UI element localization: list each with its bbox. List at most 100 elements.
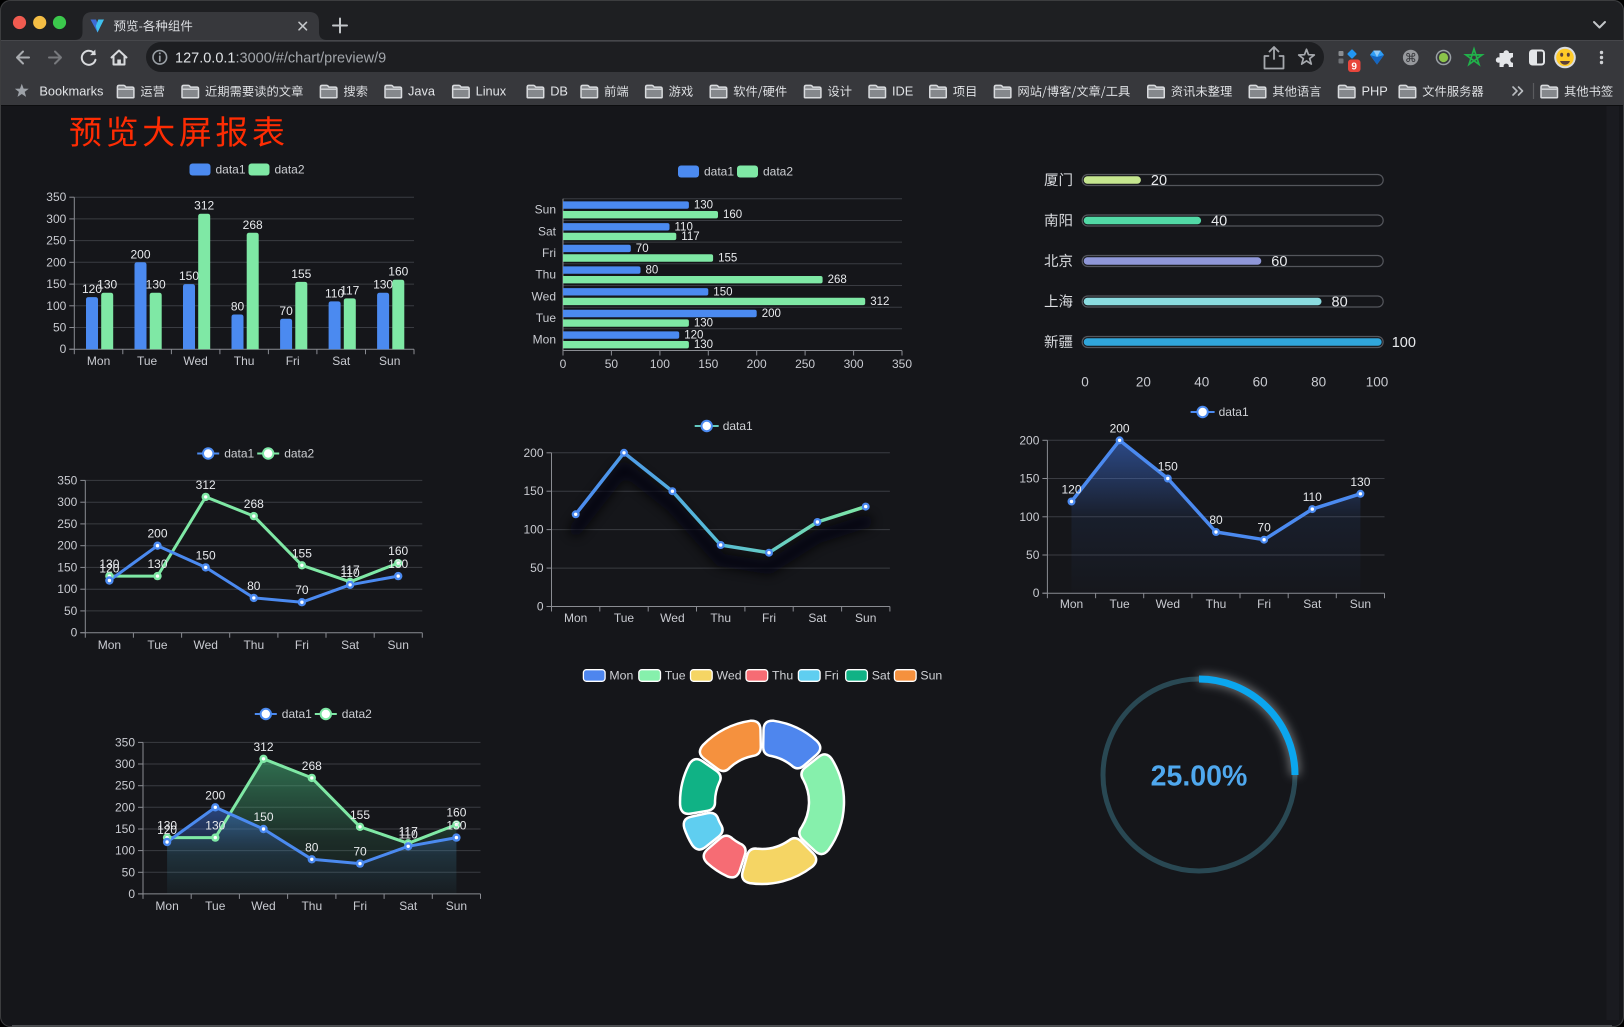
- svg-text:130: 130: [694, 318, 713, 330]
- svg-text:Thu: Thu: [1206, 597, 1227, 611]
- svg-text:0: 0: [71, 626, 78, 640]
- svg-text:200: 200: [1110, 421, 1130, 435]
- svg-text:300: 300: [844, 357, 864, 371]
- svg-text:0: 0: [128, 887, 135, 901]
- svg-text:130: 130: [97, 278, 117, 292]
- svg-text:Sun: Sun: [920, 669, 942, 683]
- svg-text:70: 70: [279, 304, 293, 318]
- svg-text:70: 70: [295, 583, 309, 597]
- svg-text:130: 130: [373, 278, 393, 292]
- svg-text:Fri: Fri: [353, 899, 367, 913]
- svg-text:150: 150: [1158, 460, 1178, 474]
- svg-text:0: 0: [537, 600, 544, 614]
- svg-text:data2: data2: [284, 447, 314, 461]
- svg-text:150: 150: [1019, 472, 1039, 486]
- svg-text:Fri: Fri: [286, 354, 300, 368]
- svg-text:350: 350: [57, 473, 77, 487]
- svg-text:130: 130: [205, 819, 225, 833]
- svg-text:80: 80: [1311, 375, 1326, 390]
- svg-text:110: 110: [325, 286, 344, 300]
- svg-text:130: 130: [388, 557, 408, 571]
- svg-text:DB: DB: [550, 84, 568, 99]
- svg-text:120: 120: [82, 282, 102, 296]
- svg-text:50: 50: [64, 604, 78, 618]
- svg-text:Linux: Linux: [476, 84, 507, 99]
- svg-text:200: 200: [205, 788, 225, 802]
- svg-text:110: 110: [1303, 490, 1322, 504]
- svg-text:0: 0: [1033, 586, 1040, 600]
- svg-text:Sun: Sun: [535, 203, 556, 217]
- svg-text:120: 120: [157, 823, 177, 837]
- svg-text:Thu: Thu: [535, 268, 556, 282]
- svg-text:160: 160: [446, 806, 466, 820]
- svg-text:Sat: Sat: [808, 611, 827, 625]
- svg-text:160: 160: [388, 544, 408, 558]
- svg-text:80: 80: [231, 300, 245, 314]
- svg-text:312: 312: [196, 478, 216, 492]
- svg-text:Tue: Tue: [1109, 597, 1130, 611]
- svg-text:Tue: Tue: [137, 354, 158, 368]
- svg-text:data1: data1: [723, 419, 753, 433]
- svg-text:Java: Java: [408, 84, 436, 99]
- svg-text:100: 100: [57, 582, 77, 596]
- svg-text:110: 110: [399, 827, 418, 841]
- svg-text:350: 350: [115, 735, 135, 749]
- svg-text:Sat: Sat: [399, 899, 418, 913]
- svg-text:250: 250: [46, 234, 66, 248]
- svg-text:data1: data1: [224, 447, 254, 461]
- svg-text:Wed: Wed: [532, 289, 556, 303]
- svg-text:Mon: Mon: [609, 669, 633, 683]
- svg-text:117: 117: [340, 283, 359, 297]
- svg-text:data1: data1: [1219, 405, 1249, 419]
- svg-text:268: 268: [302, 759, 322, 773]
- svg-text:Tue: Tue: [536, 311, 557, 325]
- svg-text:data1: data1: [216, 163, 246, 177]
- svg-text:70: 70: [353, 845, 367, 859]
- svg-text:200: 200: [130, 247, 150, 261]
- svg-text:80: 80: [247, 579, 261, 593]
- svg-text:Thu: Thu: [710, 611, 731, 625]
- svg-text:70: 70: [636, 243, 649, 255]
- svg-text:150: 150: [196, 548, 216, 562]
- svg-text:Tue: Tue: [665, 669, 686, 683]
- svg-text:200: 200: [147, 527, 167, 541]
- svg-text:150: 150: [57, 560, 77, 574]
- svg-text:130: 130: [1350, 475, 1370, 489]
- svg-text:data1: data1: [282, 707, 312, 721]
- svg-text:Sat: Sat: [872, 669, 891, 683]
- svg-text:155: 155: [350, 808, 370, 822]
- svg-text:100: 100: [1366, 375, 1389, 390]
- svg-text:300: 300: [57, 495, 77, 509]
- svg-text:100: 100: [1392, 335, 1416, 351]
- svg-text:150: 150: [713, 286, 732, 298]
- svg-text:Mon: Mon: [1060, 597, 1083, 611]
- svg-text:Thu: Thu: [234, 354, 255, 368]
- svg-text:200: 200: [46, 255, 66, 269]
- svg-text:127.0.0.1:3000/#/chart/preview: 127.0.0.1:3000/#/chart/preview/9: [175, 50, 386, 66]
- svg-text:50: 50: [122, 865, 136, 879]
- svg-text:Sun: Sun: [855, 611, 876, 625]
- svg-text:80: 80: [1332, 295, 1348, 311]
- svg-text:268: 268: [828, 274, 847, 286]
- svg-text:Sun: Sun: [1350, 597, 1371, 611]
- svg-text:150: 150: [523, 484, 543, 498]
- svg-text:Fri: Fri: [824, 669, 838, 683]
- svg-text:50: 50: [53, 321, 67, 335]
- svg-text:Mon: Mon: [98, 638, 121, 652]
- svg-text:Sat: Sat: [341, 638, 360, 652]
- svg-text:150: 150: [179, 269, 199, 283]
- svg-text:Wed: Wed: [717, 669, 742, 683]
- svg-text:80: 80: [646, 265, 659, 277]
- svg-text:IDE: IDE: [892, 84, 913, 99]
- svg-text:40: 40: [1194, 375, 1209, 390]
- svg-text:data2: data2: [342, 707, 372, 721]
- svg-text:⌘: ⌘: [1405, 51, 1417, 65]
- svg-text:Bookmarks: Bookmarks: [39, 84, 103, 99]
- svg-text:Thu: Thu: [243, 638, 264, 652]
- svg-text:200: 200: [523, 446, 543, 460]
- svg-text:312: 312: [870, 296, 889, 308]
- svg-text:Wed: Wed: [251, 899, 275, 913]
- svg-text:200: 200: [747, 357, 767, 371]
- svg-text:60: 60: [1271, 254, 1287, 270]
- svg-text:160: 160: [388, 265, 408, 279]
